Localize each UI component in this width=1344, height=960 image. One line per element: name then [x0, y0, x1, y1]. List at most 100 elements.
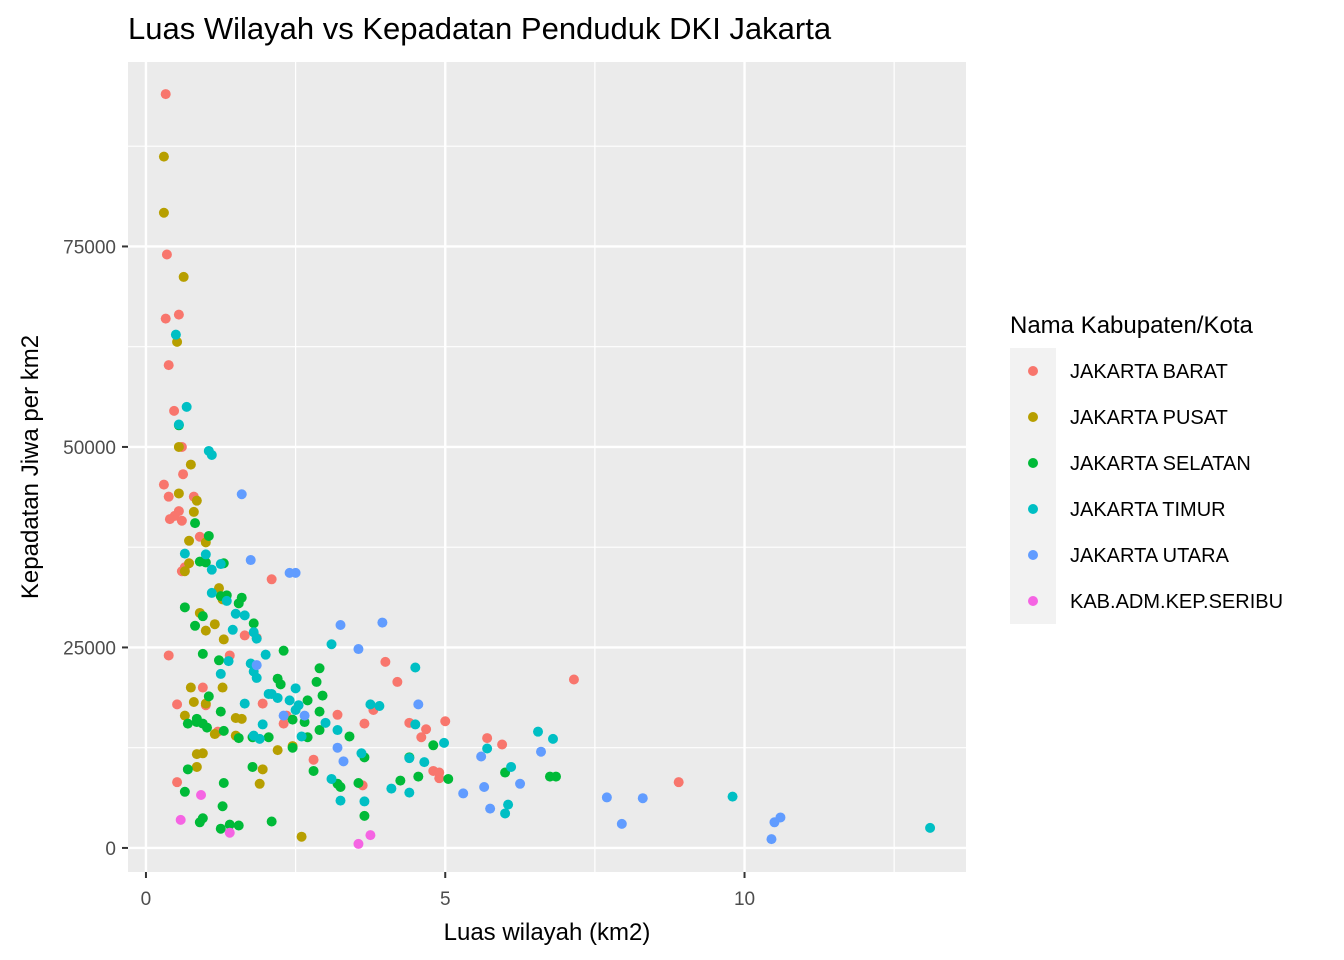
data-point — [266, 816, 277, 827]
data-point — [239, 610, 250, 621]
data-point — [172, 699, 183, 710]
data-point — [353, 838, 364, 849]
legend-marker — [1028, 550, 1038, 560]
data-point — [173, 441, 184, 452]
data-point — [263, 732, 274, 743]
data-point — [179, 566, 190, 577]
data-point — [404, 753, 415, 764]
data-point — [251, 660, 262, 671]
legend: Nama Kabupaten/Kota JAKARTA BARATJAKARTA… — [1010, 312, 1283, 624]
data-point — [272, 745, 283, 756]
data-point — [158, 207, 169, 218]
data-point — [203, 691, 214, 702]
data-point — [223, 656, 234, 667]
data-point — [224, 827, 235, 838]
data-point — [299, 710, 310, 721]
data-point — [236, 713, 247, 724]
legend-label: KAB.ADM.KEP.SERIBU — [1070, 591, 1283, 613]
data-point — [332, 742, 343, 753]
data-point — [374, 700, 385, 711]
data-point — [197, 611, 208, 622]
data-point — [257, 719, 268, 730]
data-point — [314, 706, 325, 717]
data-point — [503, 799, 514, 810]
legend-marker — [1028, 504, 1038, 514]
data-point — [257, 698, 268, 709]
data-point — [221, 595, 232, 606]
minor-gridlines — [128, 62, 966, 872]
data-point — [206, 587, 217, 598]
data-point — [314, 725, 325, 736]
legend-label: JAKARTA BARAT — [1070, 361, 1228, 383]
data-point — [353, 777, 364, 788]
data-point — [227, 624, 238, 635]
data-point — [308, 765, 319, 776]
data-point — [173, 309, 184, 320]
legend-items: JAKARTA BARAT JAKARTA PUSAT JAKARTA SELATA… — [1010, 348, 1283, 624]
data-point — [179, 548, 190, 559]
data-point — [217, 801, 228, 812]
y-tick-label: 0 — [105, 839, 116, 860]
data-point — [200, 549, 211, 560]
data-point — [224, 819, 235, 830]
data-point — [314, 663, 325, 674]
data-point — [392, 676, 403, 687]
data-point — [311, 676, 322, 687]
data-point — [673, 777, 684, 788]
data-point — [278, 710, 289, 721]
data-point — [161, 249, 172, 260]
data-point — [179, 602, 190, 613]
data-point — [254, 778, 265, 789]
data-point — [335, 795, 346, 806]
data-point — [236, 592, 247, 603]
data-point — [215, 668, 226, 679]
data-point — [188, 696, 199, 707]
data-point — [213, 655, 224, 666]
data-point — [476, 751, 487, 762]
chart-title: Luas Wilayah vs Kepadatan Penduduk DKI J… — [128, 11, 832, 46]
data-point — [377, 617, 388, 628]
data-point — [428, 740, 439, 751]
x-tick-label: 10 — [734, 889, 755, 910]
data-point — [182, 718, 193, 729]
data-point — [191, 717, 202, 728]
data-point — [536, 746, 547, 757]
x-tick-label: 5 — [440, 889, 451, 910]
data-point — [413, 771, 424, 782]
data-point — [158, 151, 169, 162]
data-point — [239, 698, 250, 709]
y-tick-label: 50000 — [63, 438, 116, 459]
data-point — [197, 648, 208, 659]
data-point — [239, 630, 250, 641]
data-point — [287, 742, 298, 753]
data-point — [775, 812, 786, 823]
data-point — [163, 360, 174, 371]
data-point — [233, 733, 244, 744]
data-point — [302, 695, 313, 706]
data-point — [727, 791, 738, 802]
data-point — [218, 634, 229, 645]
data-point — [202, 722, 213, 733]
data-point — [185, 682, 196, 693]
data-point — [257, 764, 268, 775]
plot-panel — [128, 62, 966, 872]
data-point — [178, 271, 189, 282]
data-point — [421, 724, 432, 735]
data-point — [359, 810, 370, 821]
data-point — [266, 574, 277, 585]
data-point — [356, 748, 367, 759]
data-point — [416, 732, 427, 743]
data-point — [497, 739, 508, 750]
data-point — [248, 730, 259, 741]
data-point — [284, 695, 295, 706]
data-point — [547, 733, 558, 744]
data-point — [248, 627, 259, 638]
data-point — [439, 737, 450, 748]
data-point — [200, 557, 211, 568]
legend-label: JAKARTA SELATAN — [1070, 453, 1251, 475]
data-point — [500, 808, 511, 819]
data-point — [413, 699, 424, 710]
data-point — [170, 329, 181, 340]
data-point — [290, 567, 301, 578]
